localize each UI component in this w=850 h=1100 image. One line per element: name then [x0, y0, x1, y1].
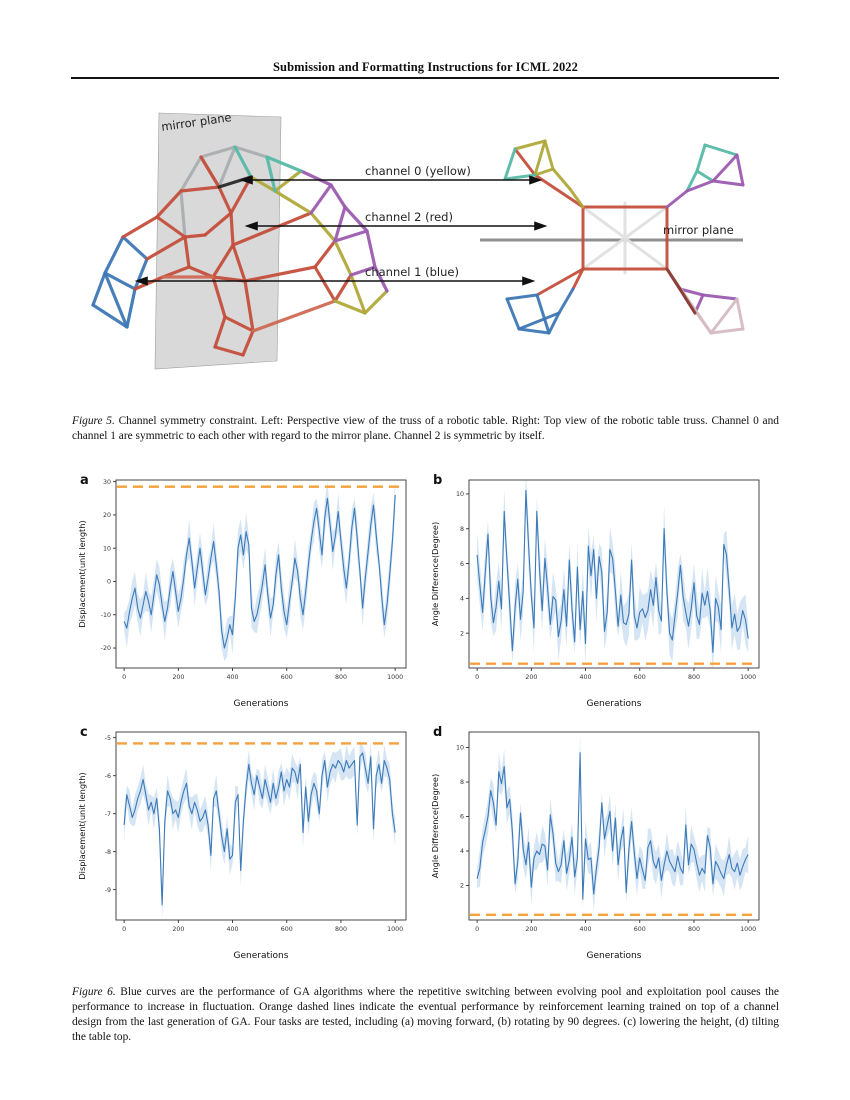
header-rule [71, 77, 779, 79]
figure6-caption-tag: Figure 6. [72, 986, 116, 999]
svg-text:0: 0 [122, 926, 126, 933]
chart-b: 2 4 6 8 10 0 200 400 600 800 1000 Generations Angle … [430, 479, 760, 709]
svg-text:600: 600 [281, 926, 293, 933]
svg-text:-9: -9 [105, 887, 111, 894]
svg-text:6: 6 [460, 814, 464, 821]
svg-text:Generations: Generations [234, 699, 289, 709]
svg-text:Angle Difference(Degree): Angle Difference(Degree) [430, 774, 440, 878]
svg-text:1000: 1000 [740, 926, 756, 933]
svg-text:800: 800 [335, 926, 347, 933]
svg-text:-7: -7 [105, 811, 111, 818]
channel1-label: channel 1 (blue) [365, 265, 459, 279]
truss-top-view [480, 139, 745, 335]
svg-text:10: 10 [456, 491, 464, 498]
chart-c: -5 -6 -7 -8 -9 0 200 400 600 800 1000 Generations Di… [77, 731, 407, 961]
svg-text:Generations: Generations [587, 951, 642, 961]
figure6-charts: a -20 -10 0 10 20 30 0 200 400 600 800 1000 Generati… [72, 468, 778, 970]
svg-text:200: 200 [172, 926, 184, 933]
svg-text:10: 10 [456, 745, 464, 752]
svg-text:600: 600 [634, 926, 646, 933]
svg-text:2: 2 [460, 883, 464, 890]
figure6-panel-c: c -5 -6 -7 -8 -9 0 200 400 600 800 1000 Generations… [72, 720, 425, 970]
svg-text:0: 0 [122, 674, 126, 681]
svg-text:4: 4 [460, 596, 464, 603]
svg-text:1000: 1000 [387, 926, 403, 933]
figure5-caption-text: Channel symmetry constraint. Left: Persp… [72, 415, 779, 443]
figure5-caption: Figure 5. Channel symmetry constraint. L… [72, 414, 779, 444]
svg-text:6: 6 [460, 561, 464, 568]
svg-text:800: 800 [688, 674, 700, 681]
svg-text:30: 30 [103, 479, 111, 486]
panel-letter-b: b [433, 473, 443, 488]
panel-letter-c: c [80, 725, 88, 740]
svg-text:200: 200 [172, 674, 184, 681]
truss-perspective-view [91, 112, 389, 370]
chart-d: 2 4 6 8 10 0 200 400 600 800 1000 Generations Angle … [430, 731, 760, 961]
svg-text:Generations: Generations [587, 699, 642, 709]
svg-text:Displacement(unit length): Displacement(unit length) [77, 520, 87, 627]
figure6-panel-a: a -20 -10 0 10 20 30 0 200 400 600 800 1000 Generati… [72, 468, 425, 720]
figure6-panel-b: b 2 4 6 8 10 0 200 400 600 800 1000 Generations Angl… [425, 468, 778, 720]
channel0-label: channel 0 (yellow) [365, 164, 471, 178]
svg-text:400: 400 [580, 926, 592, 933]
svg-text:800: 800 [688, 926, 700, 933]
panel-letter-d: d [433, 725, 443, 740]
svg-text:2: 2 [460, 630, 464, 637]
figure5-illustration: mirror plane mirror plane channel 0 (yel… [75, 103, 800, 395]
svg-text:-20: -20 [101, 645, 111, 652]
svg-text:Displacement(unit length): Displacement(unit length) [77, 772, 87, 879]
svg-text:-8: -8 [105, 849, 111, 856]
svg-text:1000: 1000 [740, 674, 756, 681]
svg-text:4: 4 [460, 848, 464, 855]
svg-text:20: 20 [103, 512, 111, 519]
svg-text:8: 8 [460, 526, 464, 533]
chart-a: -20 -10 0 10 20 30 0 200 400 600 800 1000 Generation… [77, 479, 407, 709]
svg-text:0: 0 [107, 579, 111, 586]
svg-text:0: 0 [475, 926, 479, 933]
svg-text:400: 400 [580, 674, 592, 681]
svg-text:10: 10 [103, 545, 111, 552]
svg-text:800: 800 [335, 674, 347, 681]
channel2-label: channel 2 (red) [365, 210, 453, 224]
svg-text:-10: -10 [101, 612, 111, 619]
svg-text:Generations: Generations [234, 951, 289, 961]
svg-text:400: 400 [227, 674, 239, 681]
mirror-plane-label-right: mirror plane [663, 223, 734, 237]
svg-text:200: 200 [525, 674, 537, 681]
panel-letter-a: a [80, 473, 89, 488]
running-header: Submission and Formatting Instructions f… [272, 60, 578, 74]
svg-text:8: 8 [460, 779, 464, 786]
svg-text:-6: -6 [105, 773, 111, 780]
svg-text:200: 200 [525, 926, 537, 933]
figure6-caption: Figure 6. Blue curves are the performanc… [72, 985, 779, 1045]
svg-text:600: 600 [634, 674, 646, 681]
figure5-caption-tag: Figure 5. [72, 415, 115, 428]
figure6-caption-text: Blue curves are the performance of GA al… [72, 986, 779, 1044]
svg-text:600: 600 [281, 674, 293, 681]
svg-text:1000: 1000 [387, 674, 403, 681]
svg-text:400: 400 [227, 926, 239, 933]
figure6-panel-d: d 2 4 6 8 10 0 200 400 600 800 1000 Generations Angl… [425, 720, 778, 970]
svg-text:Angle Difference(Degree): Angle Difference(Degree) [430, 522, 440, 626]
svg-text:0: 0 [475, 674, 479, 681]
svg-text:-5: -5 [105, 735, 111, 742]
